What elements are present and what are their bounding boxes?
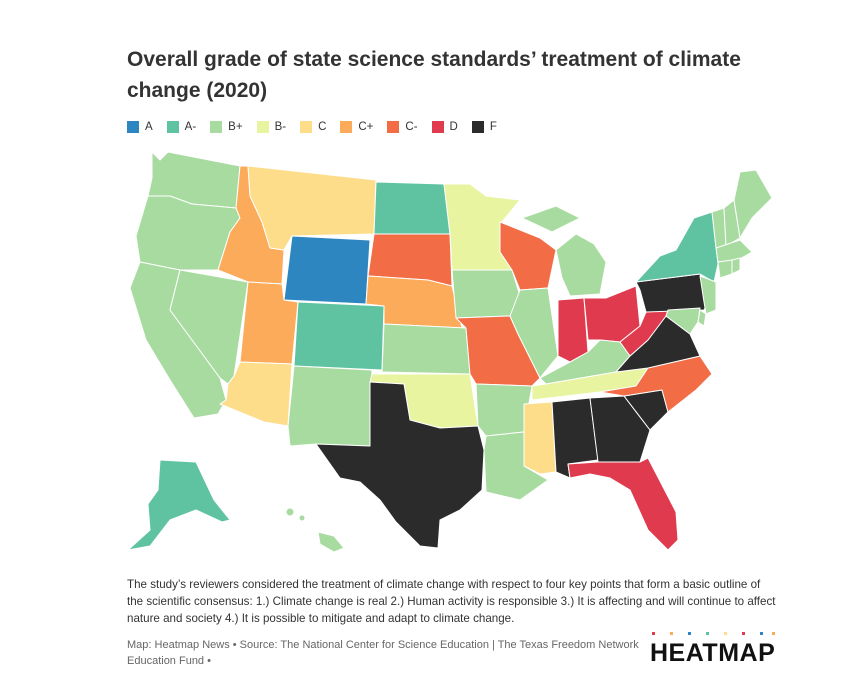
legend-item-c: C	[300, 121, 326, 133]
legend-item-b-plus: B+	[210, 121, 243, 133]
logo-dot	[724, 632, 727, 635]
us-states-map	[127, 151, 773, 553]
state-nd[interactable]	[373, 181, 451, 235]
state-az[interactable]	[219, 361, 293, 427]
legend-label: C	[318, 121, 327, 133]
legend-swatch	[210, 121, 223, 133]
legend-label: C-	[405, 121, 418, 133]
legend-swatch	[340, 121, 353, 133]
state-nj[interactable]	[699, 275, 717, 315]
logo-dot	[742, 632, 745, 635]
state-nm[interactable]	[287, 365, 373, 447]
state-mi[interactable]	[555, 233, 607, 297]
legend-label: B-	[274, 121, 287, 133]
legend-swatch	[127, 121, 139, 133]
legend-swatch	[166, 121, 179, 133]
logo-dots	[648, 628, 778, 672]
legend-swatch	[387, 121, 400, 133]
state-hi-island[interactable]	[285, 507, 295, 517]
legend-label: A-	[184, 121, 197, 133]
state-tx[interactable]	[315, 381, 485, 549]
legend-label: B+	[228, 121, 243, 133]
logo-dot	[688, 632, 691, 635]
state-md[interactable]	[665, 307, 701, 335]
legend-item-d: D	[431, 121, 458, 133]
legend-item-c-plus: C+	[340, 121, 373, 133]
heatmap-logo: HEATMAP	[648, 628, 778, 672]
legend-swatch	[300, 121, 313, 133]
state-ma[interactable]	[715, 239, 753, 263]
state-ri[interactable]	[731, 257, 741, 275]
source-footer: Map: Heatmap News • Source: The National…	[127, 639, 639, 667]
logo-dot	[706, 632, 709, 635]
state-mi-up[interactable]	[521, 205, 581, 233]
legend-swatch	[471, 121, 484, 133]
legend-label: F	[489, 121, 497, 133]
legend-swatch	[431, 121, 444, 133]
logo-dot	[670, 632, 673, 635]
logo-text: HEATMAP	[650, 639, 776, 667]
logo-dot	[760, 632, 763, 635]
legend-item-f: F	[471, 121, 497, 133]
state-co[interactable]	[293, 301, 385, 371]
state-hi[interactable]	[317, 531, 345, 553]
state-me[interactable]	[733, 169, 773, 239]
legend-label: C+	[358, 121, 374, 133]
state-ga[interactable]	[589, 395, 651, 463]
legend-item-a: A	[127, 121, 153, 133]
legend-item-a-minus: A-	[166, 121, 197, 133]
state-wy[interactable]	[283, 235, 371, 305]
legend-label: A	[145, 121, 153, 133]
logo-dot	[772, 632, 775, 635]
legend-label: D	[449, 121, 458, 133]
state-hi-island-2[interactable]	[298, 514, 306, 522]
state-ms[interactable]	[523, 401, 557, 475]
legend-swatch	[256, 121, 269, 133]
legend-item-c-minus: C-	[387, 121, 418, 133]
state-ct[interactable]	[717, 259, 733, 279]
state-ks[interactable]	[381, 323, 471, 375]
legend: A A- B+ B- C C+ C- D F	[127, 121, 511, 133]
state-in[interactable]	[557, 297, 589, 363]
state-ny[interactable]	[635, 211, 719, 283]
state-ia[interactable]	[451, 269, 521, 319]
legend-item-b-minus: B-	[256, 121, 287, 133]
description-text: The study’s reviewers considered the tre…	[127, 578, 776, 625]
state-ak[interactable]	[127, 459, 231, 551]
chart-title: Overall grade of state science standards…	[127, 48, 741, 102]
logo-dot	[652, 632, 655, 635]
state-fl[interactable]	[567, 457, 679, 551]
